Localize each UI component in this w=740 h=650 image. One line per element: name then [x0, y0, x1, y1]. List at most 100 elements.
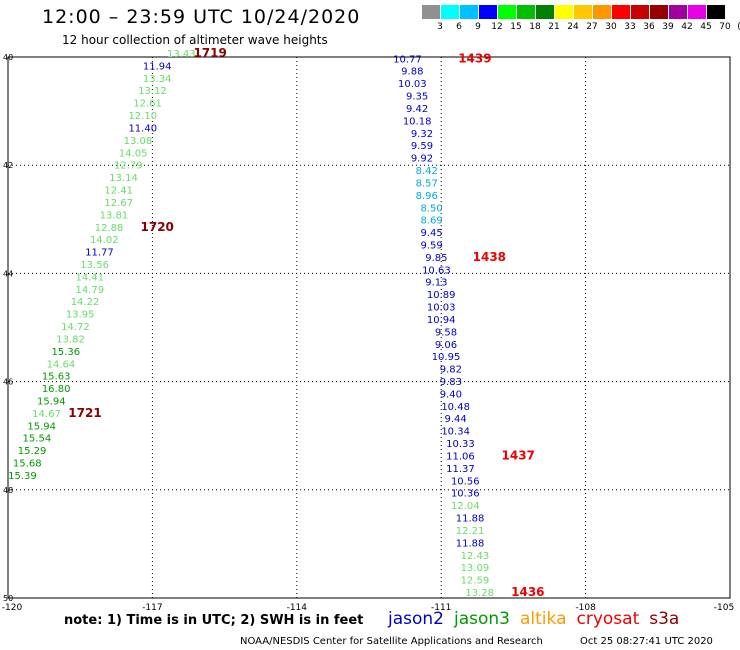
page-subtitle: 12 hour collection of altimeter wave hei… [62, 33, 328, 47]
time-label: 1719 [193, 46, 226, 60]
wave-height-label: 10.77 [393, 54, 422, 65]
x-tick-label: -117 [142, 603, 162, 613]
wave-height-label: 12.61 [133, 99, 162, 110]
color-swatch [669, 5, 687, 19]
wave-height-label: 10.63 [422, 265, 451, 276]
wave-height-label: 10.36 [451, 489, 480, 500]
wave-height-label: 11.94 [143, 61, 172, 72]
color-scale-label: 9 [475, 22, 481, 32]
wave-height-label: 15.68 [13, 459, 42, 470]
wave-height-label: 11.88 [456, 514, 485, 525]
wave-height-label: 11.77 [85, 248, 114, 259]
wave-height-label: 14.22 [71, 297, 100, 308]
color-scale-label: 21 [548, 22, 560, 32]
legend-item-altika: altika [520, 609, 567, 629]
color-swatch [517, 5, 535, 19]
wave-height-label: 13.81 [100, 210, 129, 221]
wave-height-label: 10.33 [446, 439, 475, 450]
wave-height-label: 10.03 [427, 303, 456, 314]
wave-height-label: 12.04 [451, 501, 480, 512]
time-label: 1437 [502, 448, 535, 462]
wave-height-label: 13.82 [56, 334, 85, 345]
color-scale-label: 33 [624, 22, 636, 32]
y-tick-label: 46 [3, 378, 13, 387]
color-swatch [555, 5, 573, 19]
wave-height-label: 13.34 [143, 74, 172, 85]
time-label: 1438 [473, 250, 506, 264]
color-swatch [631, 5, 649, 19]
wave-height-label: 10.48 [441, 402, 470, 413]
wave-height-label: 10.18 [403, 116, 432, 127]
wave-height-label: 9.85 [425, 253, 447, 264]
wave-height-label: 12.43 [461, 551, 490, 562]
wave-height-label: 9.83 [440, 377, 462, 388]
time-label: 1439 [458, 51, 491, 65]
wave-height-label: 10.34 [441, 427, 470, 438]
color-swatch [650, 5, 668, 19]
wave-height-label: 15.94 [37, 397, 66, 408]
y-tick-label: 40 [3, 53, 13, 62]
color-swatch [593, 5, 611, 19]
wave-height-label: 12.88 [95, 223, 124, 234]
wave-height-label: 12.79 [114, 161, 143, 172]
wave-height-label: 9.92 [411, 154, 433, 165]
wave-height-label: 8.50 [420, 203, 442, 214]
wave-height-label: 13.08 [124, 136, 153, 147]
color-scale-label: (ft) [735, 22, 740, 32]
wave-height-label: 8.69 [420, 216, 442, 227]
wave-height-label: 9.32 [411, 129, 433, 140]
wave-height-label: 9.35 [406, 92, 428, 103]
wave-height-label: 9.88 [401, 67, 423, 78]
plot-frame [7, 56, 731, 599]
color-swatch [574, 5, 592, 19]
wave-height-label: 8.57 [416, 178, 438, 189]
units-note: note: 1) Time is in UTC; 2) SWH is in fe… [64, 613, 364, 628]
x-tick-label: -105 [714, 603, 734, 613]
wave-height-label: 12.21 [456, 526, 485, 537]
x-tick-label: -120 [2, 603, 23, 613]
wave-height-label: 8.96 [416, 191, 438, 202]
wave-height-label: 13.95 [66, 310, 95, 321]
page-title: 12:00 – 23:59 UTC 10/24/2020 [42, 6, 361, 28]
wave-height-label: 9.44 [445, 414, 467, 425]
color-swatch [460, 5, 478, 19]
x-tick-label: -111 [431, 603, 451, 613]
credit-line: NOAA/NESDIS Center for Satellite Applica… [240, 636, 543, 647]
wave-height-label: 11.06 [446, 451, 475, 462]
wave-height-label: 14.02 [90, 235, 119, 246]
wave-height-label: 9.59 [411, 141, 433, 152]
wave-height-label: 14.64 [47, 359, 76, 370]
wave-height-label: 14.72 [61, 322, 90, 333]
wave-height-label: 14.41 [76, 272, 105, 283]
wave-height-label: 13.56 [80, 260, 109, 271]
wave-height-label: 9.59 [420, 240, 442, 251]
wave-height-label: 13.09 [461, 563, 490, 574]
time-label: 1436 [511, 585, 544, 599]
wave-height-label: 16.80 [42, 384, 71, 395]
wave-height-label: 12.10 [128, 111, 157, 122]
wave-height-label: 15.29 [18, 446, 47, 457]
color-scale-label: 18 [529, 22, 541, 32]
wave-height-label: 13.12 [138, 86, 167, 97]
wave-height-label: 15.94 [27, 421, 56, 432]
color-scale-label: 12 [491, 22, 503, 32]
time-label: 1721 [68, 406, 101, 420]
wave-height-label: 15.39 [8, 471, 37, 482]
x-tick-label: -108 [575, 603, 596, 613]
wave-height-label: 12.59 [461, 576, 490, 587]
wave-height-label: 11.40 [128, 123, 157, 134]
color-scale-label: 15 [510, 22, 522, 32]
y-tick-label: 48 [3, 486, 13, 495]
color-swatch [688, 5, 706, 19]
color-scale-label: 70 [719, 22, 731, 32]
color-scale-label: 3 [437, 22, 443, 32]
legend-item-jason2: jason2 [388, 609, 444, 629]
wave-height-label: 13.28 [465, 588, 494, 599]
wave-height-label: 10.89 [427, 290, 456, 301]
satellite-legend: jason2 jason3 altika cryosat s3a [388, 609, 689, 629]
wave-height-label: 10.94 [427, 315, 456, 326]
wave-height-label: 14.67 [32, 409, 61, 420]
legend-item-jason3: jason3 [454, 609, 510, 629]
wave-height-label: 13.43 [167, 49, 196, 60]
